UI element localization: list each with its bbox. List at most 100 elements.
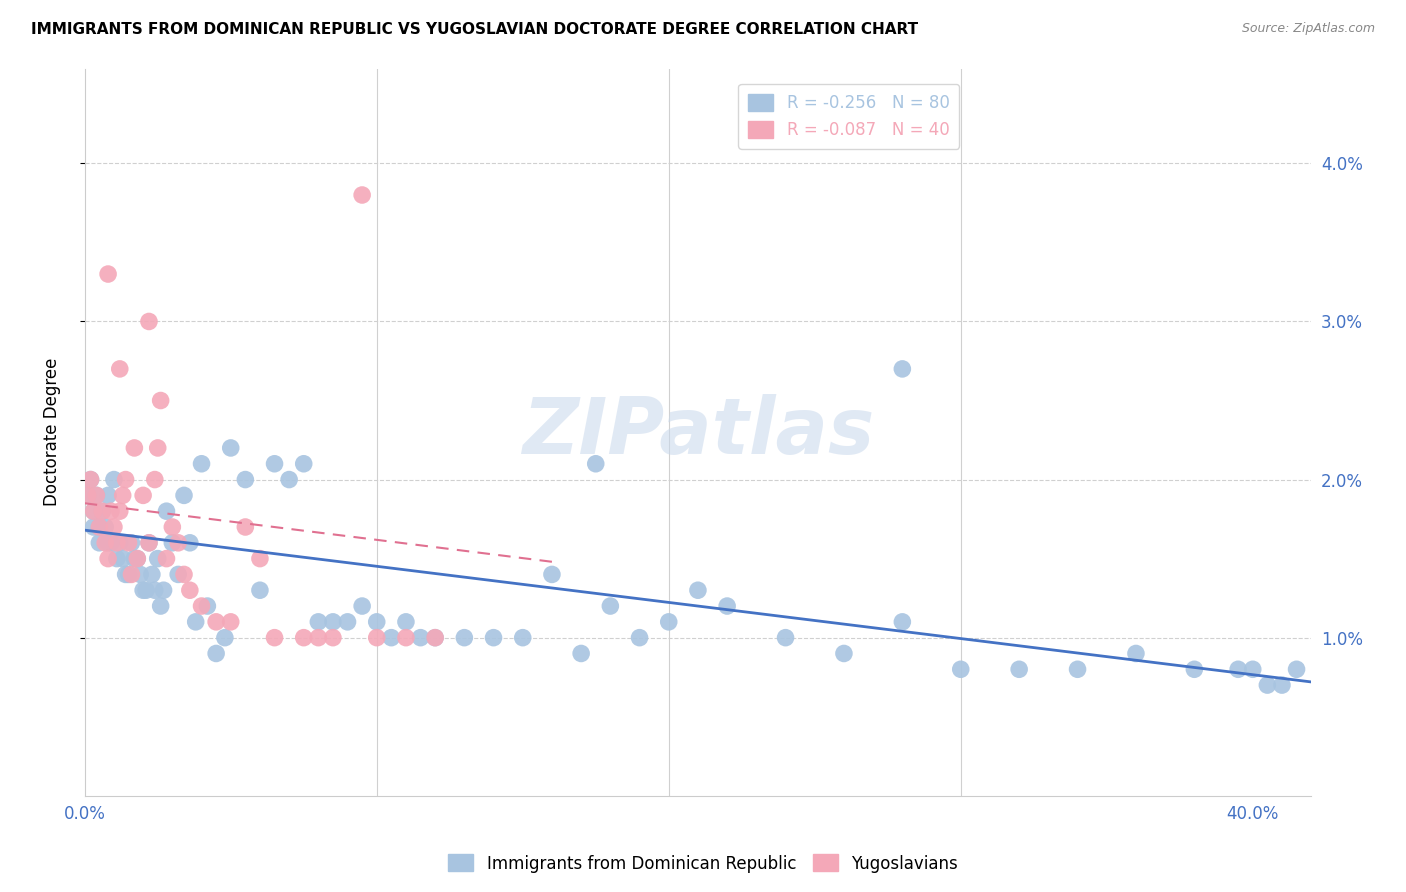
Point xyxy=(716,599,738,613)
Point xyxy=(891,615,914,629)
Point xyxy=(135,583,157,598)
Point xyxy=(94,520,117,534)
Point xyxy=(162,536,184,550)
Point xyxy=(395,615,418,629)
Point xyxy=(86,488,108,502)
Point xyxy=(82,520,104,534)
Point xyxy=(307,615,329,629)
Point xyxy=(97,488,120,502)
Point xyxy=(108,536,131,550)
Point xyxy=(132,583,155,598)
Point xyxy=(366,631,388,645)
Point xyxy=(76,488,98,502)
Point xyxy=(423,631,446,645)
Point xyxy=(124,441,146,455)
Point xyxy=(205,647,228,661)
Point xyxy=(292,457,315,471)
Point xyxy=(322,615,344,629)
Point xyxy=(949,662,972,676)
Point xyxy=(97,536,120,550)
Point xyxy=(167,536,190,550)
Point xyxy=(1271,678,1294,692)
Point xyxy=(86,488,108,502)
Legend: Immigrants from Dominican Republic, Yugoslavians: Immigrants from Dominican Republic, Yugo… xyxy=(441,847,965,880)
Point xyxy=(108,504,131,518)
Point xyxy=(82,504,104,518)
Point xyxy=(117,536,139,550)
Point xyxy=(100,536,122,550)
Point xyxy=(380,631,402,645)
Point xyxy=(352,188,374,202)
Point xyxy=(599,599,621,613)
Point xyxy=(249,583,271,598)
Point xyxy=(173,567,195,582)
Point xyxy=(1285,662,1308,676)
Point xyxy=(155,551,177,566)
Point xyxy=(91,504,114,518)
Point xyxy=(179,536,201,550)
Point xyxy=(307,631,329,645)
Point xyxy=(352,599,374,613)
Point xyxy=(775,631,797,645)
Point xyxy=(138,314,160,328)
Point xyxy=(453,631,475,645)
Point xyxy=(105,536,128,550)
Point xyxy=(482,631,505,645)
Point xyxy=(219,441,242,455)
Point xyxy=(79,473,101,487)
Point xyxy=(111,488,134,502)
Point xyxy=(149,393,172,408)
Point xyxy=(162,520,184,534)
Point xyxy=(82,504,104,518)
Point xyxy=(214,631,236,645)
Point xyxy=(138,536,160,550)
Point xyxy=(132,488,155,502)
Point xyxy=(89,520,111,534)
Point xyxy=(155,504,177,518)
Point xyxy=(628,631,651,645)
Point xyxy=(97,267,120,281)
Point xyxy=(832,647,855,661)
Point xyxy=(127,551,149,566)
Point xyxy=(100,504,122,518)
Text: ZIPatlas: ZIPatlas xyxy=(522,394,875,470)
Point xyxy=(127,551,149,566)
Point xyxy=(190,457,212,471)
Point xyxy=(117,567,139,582)
Point xyxy=(423,631,446,645)
Point xyxy=(190,599,212,613)
Point xyxy=(114,567,136,582)
Point xyxy=(124,551,146,566)
Point xyxy=(1182,662,1205,676)
Point xyxy=(167,567,190,582)
Point xyxy=(195,599,218,613)
Text: Source: ZipAtlas.com: Source: ZipAtlas.com xyxy=(1241,22,1375,36)
Point xyxy=(205,615,228,629)
Point xyxy=(1256,678,1278,692)
Point xyxy=(146,441,169,455)
Point xyxy=(569,647,592,661)
Point xyxy=(1125,647,1147,661)
Point xyxy=(89,520,111,534)
Point xyxy=(322,631,344,645)
Point xyxy=(1066,662,1088,676)
Point xyxy=(152,583,174,598)
Point xyxy=(120,536,142,550)
Point xyxy=(263,457,285,471)
Point xyxy=(143,583,166,598)
Point xyxy=(219,615,242,629)
Point xyxy=(105,551,128,566)
Point xyxy=(103,473,125,487)
Point xyxy=(143,473,166,487)
Text: IMMIGRANTS FROM DOMINICAN REPUBLIC VS YUGOSLAVIAN DOCTORATE DEGREE CORRELATION C: IMMIGRANTS FROM DOMINICAN REPUBLIC VS YU… xyxy=(31,22,918,37)
Point xyxy=(79,473,101,487)
Point xyxy=(97,551,120,566)
Point xyxy=(658,615,681,629)
Point xyxy=(249,551,271,566)
Point xyxy=(94,536,117,550)
Y-axis label: Doctorate Degree: Doctorate Degree xyxy=(44,358,60,507)
Point xyxy=(263,631,285,645)
Point xyxy=(184,615,207,629)
Point xyxy=(120,567,142,582)
Point xyxy=(395,631,418,645)
